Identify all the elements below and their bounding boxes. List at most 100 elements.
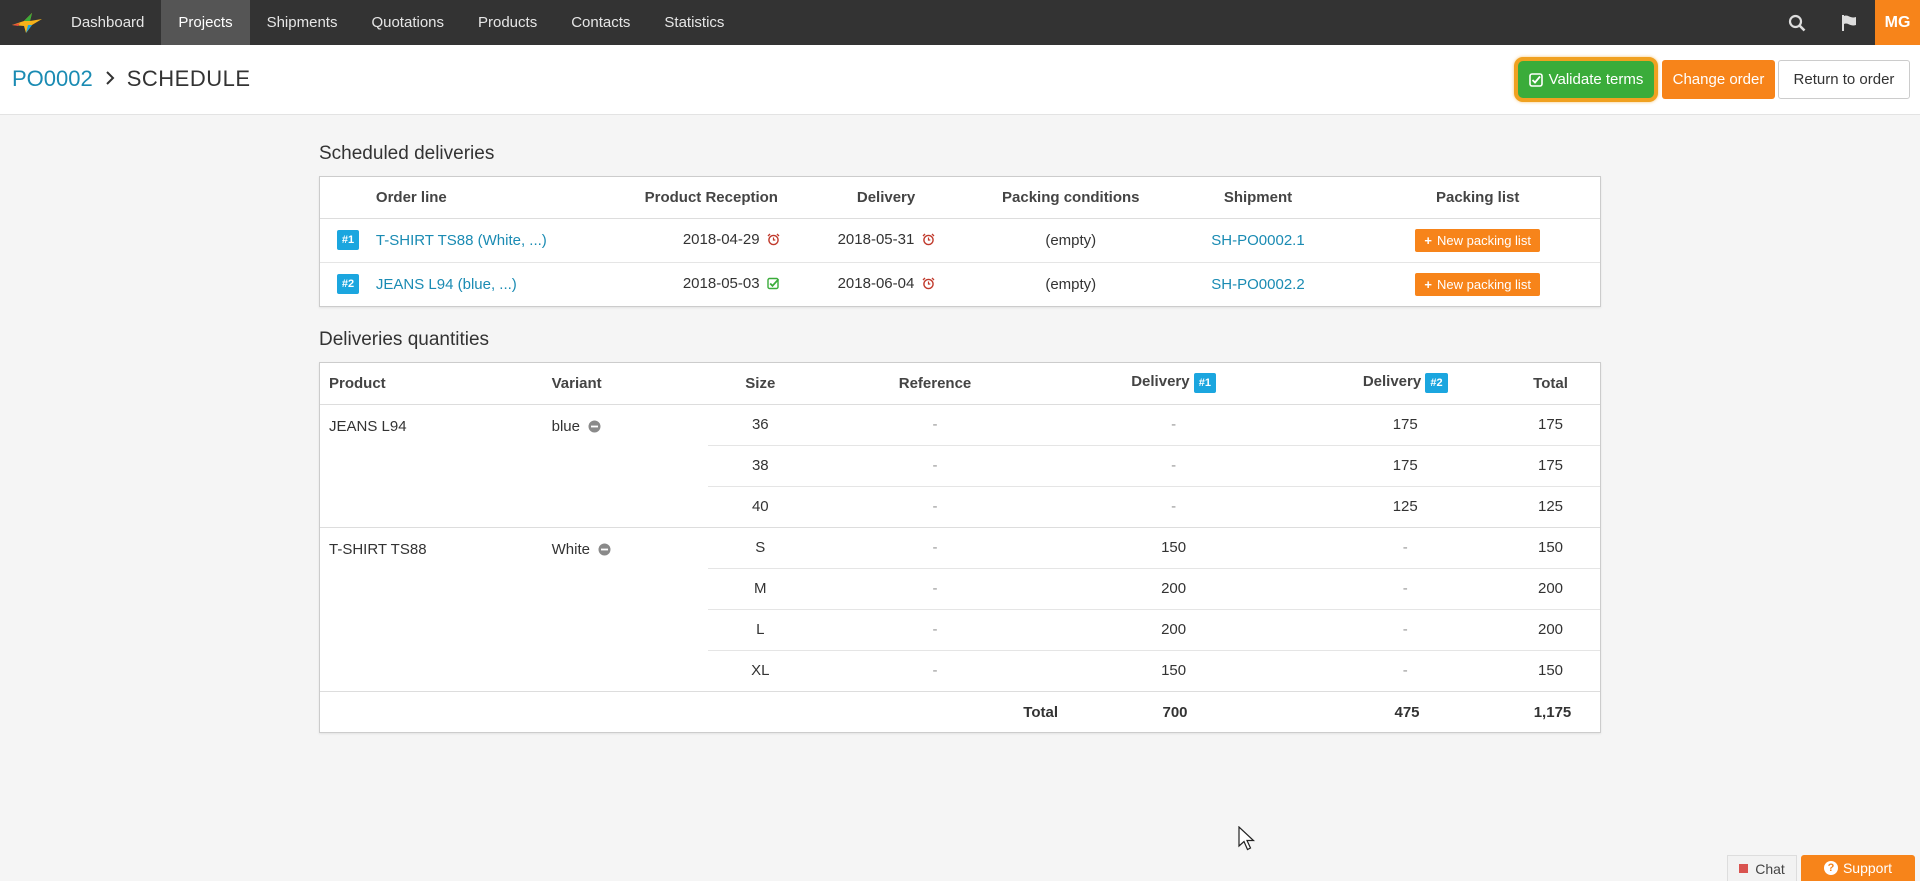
nav-shipments[interactable]: Shipments [266, 14, 338, 31]
packing-conditions-value: (empty) [1045, 275, 1097, 293]
chat-label: Chat [1755, 860, 1785, 877]
col-delivery-2-label: Delivery [1362, 373, 1422, 391]
new-packing-list-button[interactable]: + New packing list [1415, 228, 1540, 252]
delivery-date: 2018-05-31 [837, 230, 915, 248]
delivery-badge: #2 [1425, 373, 1448, 394]
change-order-button[interactable]: Change order [1662, 60, 1775, 99]
new-packing-list-button[interactable]: + New packing list [1415, 272, 1540, 296]
delivery-1-qty: 150 [1057, 526, 1290, 568]
variant-name: blue [551, 417, 580, 435]
support-button[interactable]: ? Support [1801, 855, 1915, 881]
totals-bar: Total 700 475 1,175 [320, 691, 1600, 732]
size-value: 40 [708, 485, 813, 527]
breadcrumb: PO0002 SCHEDULE [12, 66, 251, 92]
nav-products[interactable]: Products [478, 14, 538, 31]
chevron-right-icon [105, 69, 115, 90]
user-avatar[interactable]: MG [1875, 0, 1920, 45]
total-qty: 175 [1538, 416, 1564, 433]
delivery-badge: #1 [1193, 373, 1217, 394]
delivery-1-qty: - [1171, 416, 1177, 433]
mouse-cursor-icon [1238, 825, 1258, 856]
total-qty: 175 [1521, 444, 1600, 486]
order-line-link[interactable]: T-SHIRT TS88 (White, ...) [375, 231, 547, 249]
table-row: L - 200 - 200 [320, 608, 1600, 650]
reception-date: 2018-04-29 [682, 230, 760, 248]
delivery-badge: #1 [336, 230, 360, 250]
totals-label: Total [1023, 703, 1058, 721]
deliveries-quantities-title: Deliveries quantities [319, 329, 490, 350]
total-qty: 150 [1521, 649, 1600, 691]
alarm-clock-icon [922, 277, 935, 294]
reference-value: - [812, 608, 1058, 650]
check-square-icon [1528, 72, 1543, 87]
nav-dashboard[interactable]: Dashboard [71, 14, 145, 31]
table-row: 40 - - 125 125 [320, 485, 1600, 527]
new-packing-list-label: New packing list [1437, 232, 1531, 248]
delivery-1-qty: 150 [1057, 649, 1290, 691]
deliveries-quantities-panel: Product Variant Size Reference Delivery … [319, 362, 1601, 733]
validate-terms-button[interactable]: Validate terms [1514, 57, 1658, 102]
delivery-badge: #2 [336, 274, 360, 295]
reference-value: - [932, 416, 938, 433]
nav-contacts[interactable]: Contacts [571, 14, 631, 31]
scheduled-deliveries-panel: Order line Product Reception Delivery Pa… [319, 176, 1601, 307]
col-product-reception: Product Reception [644, 188, 778, 206]
col-order-line: Order line [375, 188, 447, 206]
variant-cell: blue [552, 404, 709, 527]
notifications-button[interactable] [1823, 0, 1875, 45]
col-size: Size [745, 374, 776, 392]
minus-circle-icon [588, 420, 601, 437]
col-packing-conditions: Packing conditions [1002, 188, 1140, 206]
size-value: 38 [708, 444, 813, 486]
size-value: XL [708, 649, 813, 691]
reference-value: - [812, 444, 1058, 486]
delivery-2-qty: - [1289, 608, 1522, 650]
col-delivery-1: Delivery #1 [1058, 363, 1290, 404]
shipment-link[interactable]: SH-PO0002.1 [1211, 231, 1305, 249]
new-packing-list-label: New packing list [1437, 276, 1531, 292]
table-header-row: Order line Product Reception Delivery Pa… [320, 177, 1600, 218]
page-title: SCHEDULE [126, 66, 251, 91]
total-qty: 200 [1521, 567, 1600, 609]
plus-icon: + [1424, 232, 1432, 248]
col-variant: Variant [551, 374, 602, 392]
chat-button[interactable]: Chat [1727, 855, 1797, 881]
total-delivery-2: 475 [1394, 703, 1420, 721]
nav-statistics[interactable]: Statistics [664, 14, 725, 31]
reference-value: - [812, 485, 1058, 527]
question-circle-icon: ? [1823, 861, 1838, 875]
col-packing-list: Packing list [1435, 188, 1520, 206]
table-row: 38 - - 175 175 [320, 444, 1600, 486]
col-reference: Reference [898, 374, 972, 392]
packing-conditions-value: (empty) [1045, 231, 1097, 249]
delivery-1-qty: - [1057, 444, 1290, 486]
total-qty: 150 [1521, 526, 1600, 568]
table-row: T-SHIRT TS88 White S - 150 - 150 [320, 526, 1600, 691]
delivery-2-qty: - [1289, 649, 1522, 691]
delivery-1-qty: - [1057, 485, 1290, 527]
delivery-1-qty: 200 [1057, 567, 1290, 609]
delivery-2-qty: 175 [1392, 416, 1418, 433]
reception-date: 2018-05-03 [682, 274, 760, 292]
return-to-order-button[interactable]: Return to order [1778, 60, 1910, 99]
product-name: JEANS L94 [329, 417, 407, 435]
table-row: #1 T-SHIRT TS88 (White, ...) 2018-04-29 … [320, 218, 1600, 262]
table-row: #2 JEANS L94 (blue, ...) 2018-05-03 2018… [320, 262, 1600, 306]
hummingbird-logo-icon [12, 12, 42, 33]
flag-icon [1842, 14, 1856, 31]
app-logo[interactable] [0, 0, 54, 45]
shipment-link[interactable]: SH-PO0002.2 [1211, 275, 1305, 293]
size-value: M [708, 567, 813, 609]
delivery-date: 2018-06-04 [837, 274, 915, 292]
support-label: Support [1842, 860, 1893, 876]
product-name: T-SHIRT TS88 [320, 526, 552, 691]
scheduled-deliveries-title: Scheduled deliveries [319, 143, 495, 164]
chat-status-icon [1739, 864, 1749, 873]
nav-projects[interactable]: Projects [161, 0, 250, 45]
breadcrumb-order-link[interactable]: PO0002 [12, 66, 93, 91]
order-line-link[interactable]: JEANS L94 (blue, ...) [375, 275, 517, 293]
grand-total: 1,175 [1533, 703, 1572, 721]
reference-value: - [812, 567, 1058, 609]
nav-quotations[interactable]: Quotations [371, 14, 444, 31]
search-button[interactable] [1771, 0, 1823, 45]
